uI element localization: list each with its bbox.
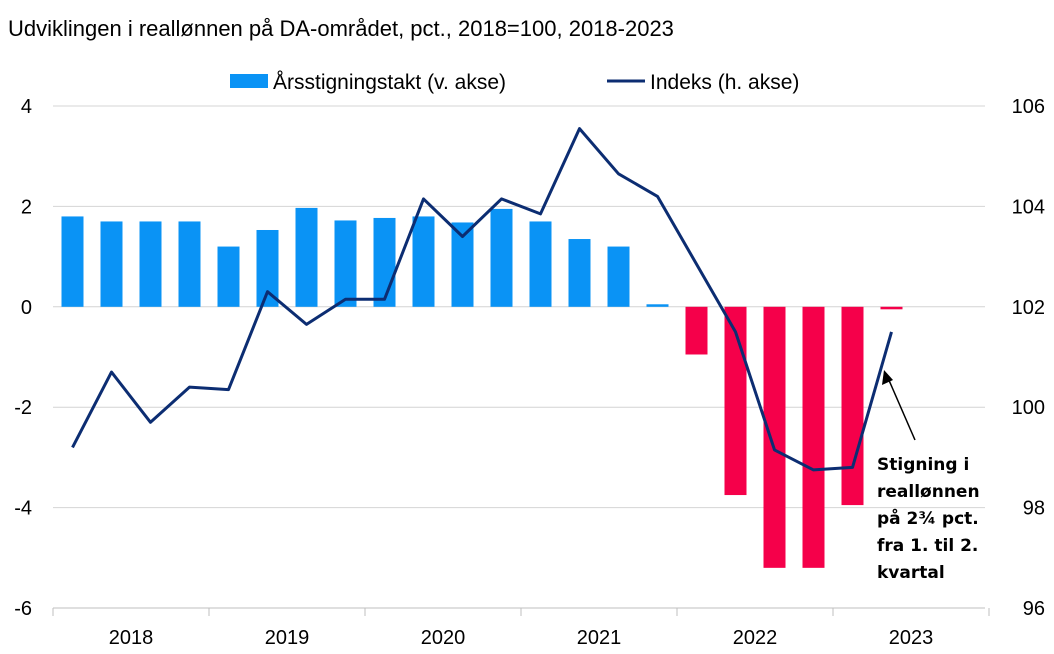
y-left-tick-label: -6 <box>14 598 32 620</box>
annotation-text-line: kvartal <box>877 563 945 583</box>
legend-line-label: Indeks (h. akse) <box>650 71 799 94</box>
bar <box>139 221 162 307</box>
y-right-tick-label: 106 <box>1012 96 1045 118</box>
legend-bar-swatch <box>230 74 268 88</box>
bar <box>217 246 240 307</box>
x-tick-label: 2019 <box>265 627 310 649</box>
y-left-tick-label: 2 <box>21 196 32 218</box>
y-left-tick-label: -2 <box>14 397 32 419</box>
bar <box>451 222 474 307</box>
bar <box>490 208 513 307</box>
bar <box>61 216 84 307</box>
annotation-arrowhead <box>882 370 893 385</box>
x-tick-label: 2021 <box>577 627 622 649</box>
y-right-tick-label: 102 <box>1012 297 1045 319</box>
bar <box>685 306 708 355</box>
bar <box>334 220 357 307</box>
bar <box>295 207 318 307</box>
index-line <box>71 127 893 472</box>
bar <box>646 304 669 307</box>
x-tick-label: 2020 <box>421 627 466 649</box>
annotation-text-line: reallønnen <box>877 482 980 502</box>
x-tick-label: 2023 <box>889 627 934 649</box>
bar <box>412 216 435 307</box>
y-right-tick-label: 98 <box>1023 498 1045 520</box>
bar <box>724 306 747 496</box>
bar <box>802 306 825 568</box>
legend-bar-label: Årsstigningstakt (v. akse) <box>273 71 506 94</box>
bar <box>568 239 591 307</box>
line-series <box>71 127 893 472</box>
x-tick-label: 2022 <box>733 627 778 649</box>
bar <box>880 306 903 310</box>
y-right-tick-label: 96 <box>1023 598 1045 620</box>
annotation-text-line: på 2¾ pct. <box>877 507 979 529</box>
bar <box>529 221 552 307</box>
annotation: Stigning i reallønnen på 2¾ pct. fra 1. til… <box>877 370 980 583</box>
annotation-text-line: fra 1. til 2. <box>877 536 978 556</box>
y-left-tick-label: -4 <box>14 498 32 520</box>
bar <box>100 221 123 307</box>
bar <box>373 217 396 307</box>
axes: 4 106 2 104 0 102 -2 100 -4 98 -6 96 2018 2019 2020 202… <box>14 96 1045 649</box>
bar <box>841 306 864 506</box>
bar <box>763 306 786 568</box>
x-tick-label: 2018 <box>109 627 154 649</box>
y-left-tick-label: 0 <box>21 297 32 319</box>
y-right-tick-label: 104 <box>1012 196 1045 218</box>
bar <box>607 246 630 307</box>
annotation-text-line: Stigning i <box>877 455 969 475</box>
bar <box>256 229 279 307</box>
chart-title: Udviklingen i reallønnen på DA-området, … <box>8 16 674 41</box>
legend: Årsstigningstakt (v. akse) Indeks (h. aks… <box>230 71 799 94</box>
annotation-arrow <box>887 377 916 441</box>
y-right-tick-label: 100 <box>1012 397 1045 419</box>
y-left-tick-label: 4 <box>21 96 32 118</box>
bar <box>178 221 201 307</box>
